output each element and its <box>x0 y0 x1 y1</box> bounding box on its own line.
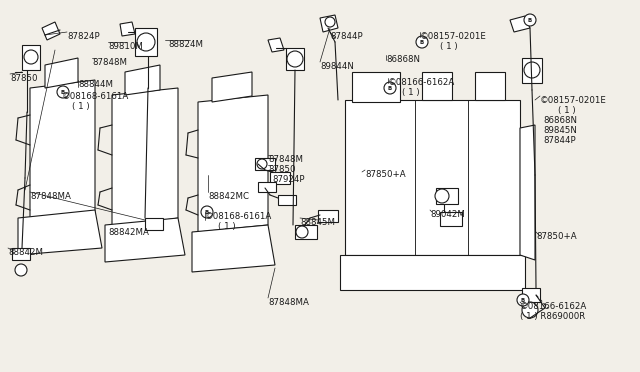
Text: ( 1 ) R869000R: ( 1 ) R869000R <box>520 312 585 321</box>
Polygon shape <box>120 22 135 36</box>
Text: ( 1 ): ( 1 ) <box>440 42 458 51</box>
Text: 88824M: 88824M <box>168 40 203 49</box>
Text: 87844P: 87844P <box>543 136 575 145</box>
Text: ©08157-0201E: ©08157-0201E <box>540 96 607 105</box>
Circle shape <box>522 302 538 318</box>
Circle shape <box>325 17 335 27</box>
Bar <box>12 248 30 260</box>
Polygon shape <box>192 225 275 272</box>
Text: 87850: 87850 <box>268 165 296 174</box>
Text: 88844M: 88844M <box>78 80 113 89</box>
Text: 88842M: 88842M <box>8 248 43 257</box>
Bar <box>270 172 290 184</box>
Bar <box>352 72 400 102</box>
Circle shape <box>524 62 540 78</box>
Text: 88845M: 88845M <box>300 218 335 227</box>
Polygon shape <box>520 125 535 260</box>
Text: 87844P: 87844P <box>330 32 363 41</box>
Text: ( 1 ): ( 1 ) <box>218 222 236 231</box>
Circle shape <box>416 36 428 48</box>
Text: ©08168-6161A: ©08168-6161A <box>205 212 272 221</box>
Bar <box>522 288 540 302</box>
Polygon shape <box>340 255 525 290</box>
Text: ( 1 ): ( 1 ) <box>72 102 90 111</box>
Text: B: B <box>528 17 532 22</box>
Polygon shape <box>268 38 284 52</box>
Circle shape <box>287 51 303 67</box>
Bar <box>295 225 317 239</box>
Text: 87850: 87850 <box>10 74 38 83</box>
Bar <box>475 72 505 100</box>
Polygon shape <box>510 16 530 32</box>
Text: 87848M: 87848M <box>268 155 303 164</box>
Circle shape <box>435 189 449 203</box>
Circle shape <box>517 294 529 306</box>
Text: 88842MA: 88842MA <box>108 228 149 237</box>
Circle shape <box>296 226 308 238</box>
Bar <box>278 195 296 205</box>
Polygon shape <box>198 95 268 232</box>
Text: B: B <box>205 209 209 215</box>
Bar <box>440 212 462 226</box>
Circle shape <box>524 14 536 26</box>
Circle shape <box>257 159 267 169</box>
Circle shape <box>57 86 69 98</box>
Text: 89845N: 89845N <box>543 126 577 135</box>
Polygon shape <box>320 15 338 32</box>
Circle shape <box>201 206 213 218</box>
Text: 86868N: 86868N <box>543 116 577 125</box>
Polygon shape <box>345 100 520 255</box>
Polygon shape <box>212 72 252 102</box>
Text: 87850+A: 87850+A <box>536 232 577 241</box>
Circle shape <box>15 264 27 276</box>
Polygon shape <box>125 65 160 95</box>
Text: ( 1 ): ( 1 ) <box>558 106 575 115</box>
Text: 87848M: 87848M <box>92 58 127 67</box>
Text: 89844N: 89844N <box>320 62 354 71</box>
Text: B: B <box>521 298 525 302</box>
Text: 87850+A: 87850+A <box>365 170 406 179</box>
Bar <box>22 45 40 70</box>
Bar <box>318 210 338 222</box>
Polygon shape <box>112 88 178 228</box>
Text: B: B <box>61 90 65 94</box>
Polygon shape <box>45 58 78 88</box>
Text: 89042M: 89042M <box>430 210 465 219</box>
Text: B: B <box>388 86 392 90</box>
Polygon shape <box>42 22 60 40</box>
Circle shape <box>137 33 155 51</box>
Text: 87848MA: 87848MA <box>30 192 71 201</box>
Bar <box>135 28 157 56</box>
Circle shape <box>24 50 38 64</box>
Text: ( 1 ): ( 1 ) <box>402 88 420 97</box>
Text: 86868N: 86868N <box>386 55 420 64</box>
Text: 89810M: 89810M <box>108 42 143 51</box>
Polygon shape <box>105 218 185 262</box>
Text: 87824P: 87824P <box>67 32 100 41</box>
Polygon shape <box>30 80 95 225</box>
Text: 87848MA: 87848MA <box>268 298 309 307</box>
Circle shape <box>384 82 396 94</box>
Text: 87924P: 87924P <box>272 175 305 184</box>
Polygon shape <box>18 210 102 255</box>
Bar <box>286 48 304 70</box>
Text: B: B <box>420 39 424 45</box>
Bar <box>436 188 458 204</box>
Bar <box>258 182 276 192</box>
Bar <box>422 72 452 100</box>
Text: ©08166-6162A: ©08166-6162A <box>520 302 588 311</box>
Text: ©08157-0201E: ©08157-0201E <box>420 32 487 41</box>
Bar <box>522 58 542 83</box>
Text: ©08166-6162A: ©08166-6162A <box>388 78 455 87</box>
Text: ©08168-6161A: ©08168-6161A <box>62 92 129 101</box>
Text: 88842MC: 88842MC <box>208 192 249 201</box>
Bar <box>255 158 275 170</box>
Bar <box>145 218 163 230</box>
